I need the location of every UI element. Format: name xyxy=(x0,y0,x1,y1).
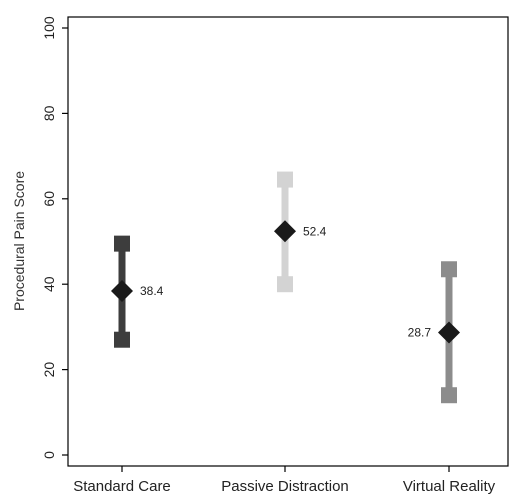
x-tick-label: Passive Distraction xyxy=(221,478,349,495)
x-tick-label: Virtual Reality xyxy=(403,478,496,495)
error-bar-lower-cap xyxy=(441,387,457,404)
error-bar-upper-cap xyxy=(441,261,457,278)
mean-marker xyxy=(438,321,460,344)
x-axis: Standard Care Passive Distraction Virtual … xyxy=(73,466,496,495)
plot-frame xyxy=(67,16,509,467)
y-tick-label: 20 xyxy=(41,362,57,378)
y-tick-label: 40 xyxy=(41,276,57,292)
x-tick-label: Standard Care xyxy=(73,478,171,495)
error-bar-lower-cap xyxy=(114,331,130,348)
y-tick-label: 80 xyxy=(41,105,57,121)
y-tick-label: 100 xyxy=(41,16,57,40)
data-marks: 38.4 52.4 28.7 xyxy=(111,171,460,404)
y-tick-label: 60 xyxy=(41,191,57,207)
error-bar-upper-cap xyxy=(277,171,293,188)
error-bar-lower-cap xyxy=(277,276,293,293)
error-bar-upper-cap xyxy=(114,235,130,252)
mean-value-label: 52.4 xyxy=(303,224,327,238)
y-axis-title: Procedural Pain Score xyxy=(11,171,27,311)
y-axis: 0 20 40 60 80 100 xyxy=(41,16,68,459)
mean-value-label: 38.4 xyxy=(140,284,164,298)
mean-value-label: 28.7 xyxy=(408,325,432,339)
y-tick-label: 0 xyxy=(41,451,57,459)
mean-marker xyxy=(274,220,296,243)
mean-marker xyxy=(111,280,133,303)
